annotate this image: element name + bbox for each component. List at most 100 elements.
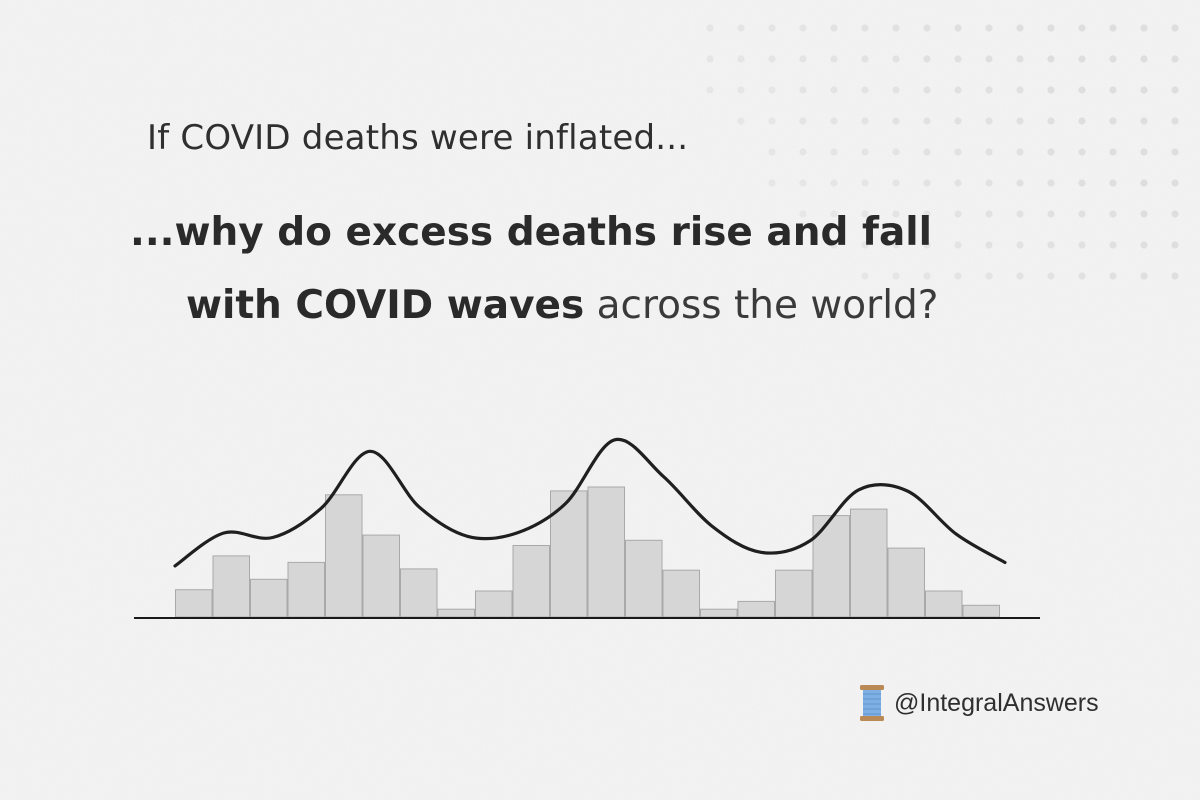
decor-dot <box>1047 117 1055 125</box>
chart-bar <box>175 589 213 618</box>
decor-dot <box>861 210 869 218</box>
chart-bar <box>400 568 438 618</box>
decor-dot <box>985 117 993 125</box>
decor-dot <box>1047 179 1055 187</box>
chart-bar <box>812 515 850 618</box>
decor-dot <box>768 148 776 156</box>
decor-dot <box>1109 272 1117 280</box>
decor-dot <box>706 55 714 63</box>
decor-dot <box>892 55 900 63</box>
decor-dot <box>1047 241 1055 249</box>
author-credit: @IntegralAnswers <box>858 683 1099 723</box>
chart-bar <box>700 608 738 618</box>
decor-dot <box>737 55 745 63</box>
chart-bar <box>737 600 775 618</box>
chart-bar <box>662 569 700 618</box>
decor-dot <box>985 86 993 94</box>
decor-dot <box>1078 272 1086 280</box>
decor-dot <box>1016 117 1024 125</box>
decor-dot <box>1016 148 1024 156</box>
decor-dot <box>892 24 900 32</box>
decor-dot <box>1171 55 1179 63</box>
decor-dot <box>830 148 838 156</box>
decor-dot <box>1109 241 1117 249</box>
decor-dot <box>892 179 900 187</box>
decor-dot <box>892 210 900 218</box>
decor-dot <box>1171 86 1179 94</box>
decor-dot <box>954 86 962 94</box>
decor-dot <box>1016 210 1024 218</box>
decor-dot <box>985 55 993 63</box>
decor-dot <box>861 117 869 125</box>
decor-dot <box>799 117 807 125</box>
decor-dot <box>923 179 931 187</box>
decor-dot <box>923 117 931 125</box>
decor-dot <box>923 241 931 249</box>
decor-dot <box>1109 117 1117 125</box>
decor-dot <box>1078 241 1086 249</box>
decor-dot <box>985 148 993 156</box>
decor-dot <box>1078 86 1086 94</box>
decor-dot <box>799 86 807 94</box>
decor-dot <box>1078 179 1086 187</box>
decor-dot <box>985 241 993 249</box>
decor-dot <box>1171 24 1179 32</box>
decor-dot <box>1171 210 1179 218</box>
decor-dot <box>861 179 869 187</box>
thread-spool-icon <box>860 685 884 721</box>
decor-dot <box>1109 179 1117 187</box>
headline-intro: If COVID deaths were inflated... <box>147 118 689 158</box>
decor-dot <box>1140 272 1148 280</box>
decor-dot <box>892 148 900 156</box>
decor-dot <box>861 148 869 156</box>
decor-dot <box>1016 272 1024 280</box>
decor-dot <box>954 24 962 32</box>
decor-dot <box>954 117 962 125</box>
decor-dot <box>768 86 776 94</box>
decor-dot <box>1140 210 1148 218</box>
decor-dot <box>861 86 869 94</box>
decor-dot <box>1171 148 1179 156</box>
chart-bar <box>625 539 663 618</box>
decor-dot <box>1109 210 1117 218</box>
decor-dot <box>1078 117 1086 125</box>
decorative-dot-grid <box>706 24 1179 280</box>
decor-dot <box>892 272 900 280</box>
decor-dot <box>954 272 962 280</box>
decor-dot <box>737 117 745 125</box>
decor-dot <box>1047 24 1055 32</box>
decor-dot <box>985 272 993 280</box>
chart-bar <box>437 608 475 618</box>
chart-bar <box>325 494 363 618</box>
decor-dot <box>706 24 714 32</box>
author-handle: @IntegralAnswers <box>894 688 1099 717</box>
chart-bar <box>587 486 625 618</box>
decor-dot <box>1109 55 1117 63</box>
chart-bar <box>925 590 963 618</box>
headline-question: ...why do excess deaths rise and fall <box>130 210 933 255</box>
decor-dot <box>830 55 838 63</box>
decor-dot <box>1078 24 1086 32</box>
chart-bar <box>512 545 550 618</box>
decor-dot <box>861 272 869 280</box>
chart-bar <box>250 578 288 618</box>
decor-dot <box>799 210 807 218</box>
decor-dot <box>1016 24 1024 32</box>
chart-bar <box>362 534 400 618</box>
decor-dot <box>892 241 900 249</box>
decor-dot <box>1109 86 1117 94</box>
decor-dot <box>923 148 931 156</box>
headline-suffix: across the world? <box>584 283 939 328</box>
decor-dot <box>830 210 838 218</box>
decor-dot <box>923 272 931 280</box>
decor-dot <box>954 55 962 63</box>
decor-dot <box>1140 117 1148 125</box>
decor-dot <box>737 86 745 94</box>
decor-dot <box>1140 55 1148 63</box>
decor-dot <box>923 210 931 218</box>
decor-dot <box>1171 272 1179 280</box>
chart-bar <box>962 604 1000 618</box>
chart-bar <box>775 569 813 618</box>
